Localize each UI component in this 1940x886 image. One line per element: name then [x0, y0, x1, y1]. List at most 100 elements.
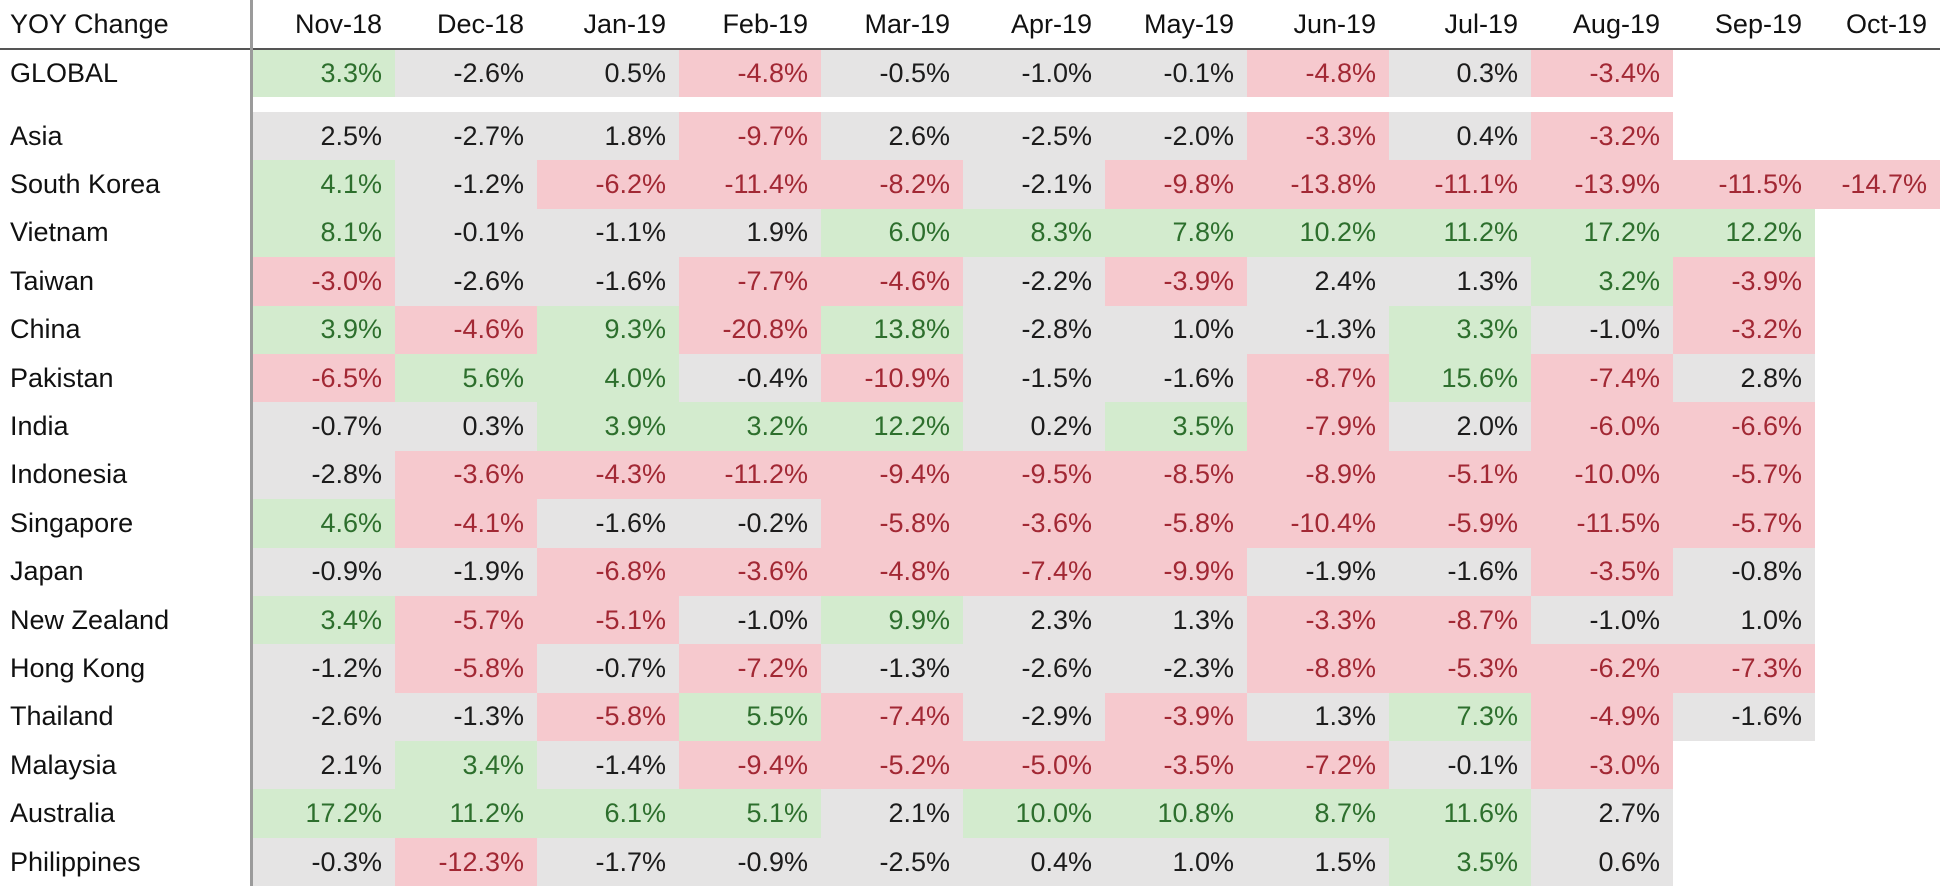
- table-cell[interactable]: 1.0%: [1105, 837, 1247, 886]
- table-cell[interactable]: -3.0%: [253, 257, 395, 306]
- table-cell[interactable]: [1815, 112, 1940, 160]
- table-cell[interactable]: 1.8%: [537, 112, 679, 161]
- column-header[interactable]: Feb-19: [722, 8, 808, 39]
- table-cell[interactable]: 3.4%: [253, 595, 395, 645]
- table-cell[interactable]: -2.5%: [963, 112, 1105, 161]
- table-cell[interactable]: 3.5%: [1389, 837, 1531, 886]
- table-cell[interactable]: -11.5%: [1673, 160, 1815, 209]
- table-cell[interactable]: 5.6%: [395, 353, 537, 403]
- table-cell[interactable]: 0.4%: [1389, 112, 1531, 161]
- table-cell[interactable]: -5.7%: [1673, 450, 1815, 500]
- table-cell[interactable]: -6.6%: [1673, 402, 1815, 451]
- table-cell[interactable]: -7.3%: [1673, 644, 1815, 693]
- table-cell[interactable]: -3.2%: [1673, 305, 1815, 354]
- table-cell[interactable]: 3.9%: [253, 305, 395, 354]
- table-cell[interactable]: -3.9%: [1673, 257, 1815, 306]
- table-cell[interactable]: -1.3%: [1247, 305, 1389, 354]
- table-cell[interactable]: [1815, 741, 1940, 789]
- table-cell[interactable]: 4.1%: [253, 160, 395, 209]
- row-label[interactable]: Japan: [10, 556, 84, 587]
- row-label[interactable]: Philippines: [10, 846, 141, 877]
- table-cell[interactable]: [1815, 596, 1940, 644]
- table-cell[interactable]: -0.4%: [679, 353, 821, 403]
- table-cell[interactable]: -7.9%: [1247, 402, 1389, 451]
- table-cell[interactable]: -5.3%: [1389, 644, 1531, 693]
- table-cell[interactable]: -2.7%: [395, 112, 537, 161]
- table-cell[interactable]: -10.4%: [1247, 499, 1389, 548]
- row-label[interactable]: GLOBAL: [10, 58, 119, 88]
- table-cell[interactable]: -6.8%: [537, 547, 679, 596]
- row-label[interactable]: India: [10, 411, 69, 442]
- table-cell[interactable]: 7.3%: [1389, 692, 1531, 742]
- table-cell[interactable]: 9.3%: [537, 305, 679, 354]
- table-cell[interactable]: -8.7%: [1389, 595, 1531, 645]
- table-cell[interactable]: -9.7%: [679, 112, 821, 161]
- table-cell[interactable]: 6.1%: [537, 789, 679, 838]
- table-cell[interactable]: -1.6%: [1105, 353, 1247, 403]
- table-cell[interactable]: -7.4%: [821, 692, 963, 742]
- table-cell[interactable]: -2.5%: [821, 837, 963, 886]
- table-cell[interactable]: -1.5%: [963, 353, 1105, 403]
- column-header[interactable]: Apr-19: [1010, 8, 1092, 39]
- table-cell[interactable]: 3.5%: [1105, 402, 1247, 451]
- table-cell[interactable]: -1.6%: [1389, 547, 1531, 596]
- table-cell[interactable]: -1.0%: [1531, 305, 1673, 354]
- table-cell[interactable]: -1.2%: [253, 644, 395, 693]
- table-cell[interactable]: 12.2%: [821, 402, 963, 451]
- table-cell[interactable]: 5.1%: [679, 789, 821, 838]
- table-cell[interactable]: 1.3%: [1389, 257, 1531, 306]
- table-cell[interactable]: -5.7%: [1673, 499, 1815, 548]
- table-cell[interactable]: -2.2%: [963, 257, 1105, 306]
- row-label[interactable]: New Zealand: [10, 604, 170, 635]
- table-cell[interactable]: -10.9%: [821, 353, 963, 403]
- table-cell[interactable]: -3.3%: [1247, 112, 1389, 161]
- table-cell[interactable]: -2.8%: [253, 450, 395, 500]
- row-label[interactable]: China: [10, 314, 81, 345]
- table-cell[interactable]: [1673, 789, 1815, 837]
- table-cell[interactable]: [1673, 112, 1815, 160]
- table-cell[interactable]: -0.3%: [253, 837, 395, 886]
- table-cell[interactable]: -11.2%: [679, 450, 821, 500]
- table-cell[interactable]: -5.9%: [1389, 499, 1531, 548]
- table-cell[interactable]: -7.2%: [1247, 741, 1389, 790]
- table-cell[interactable]: -4.1%: [395, 499, 537, 548]
- column-header[interactable]: Sep-19: [1714, 8, 1802, 39]
- table-cell[interactable]: 1.0%: [1105, 305, 1247, 354]
- table-cell[interactable]: 10.8%: [1105, 789, 1247, 838]
- column-header[interactable]: Oct-19: [1845, 8, 1927, 39]
- table-cell[interactable]: 15.6%: [1389, 353, 1531, 403]
- table-cell[interactable]: [1673, 838, 1815, 886]
- table-cell[interactable]: [1815, 306, 1940, 354]
- table-cell[interactable]: -1.9%: [395, 547, 537, 596]
- table-cell[interactable]: 10.2%: [1247, 208, 1389, 258]
- table-cell[interactable]: -7.4%: [1531, 353, 1673, 403]
- table-cell[interactable]: -8.5%: [1105, 450, 1247, 500]
- table-cell[interactable]: -5.1%: [537, 595, 679, 645]
- table-cell[interactable]: -3.4%: [1531, 50, 1673, 97]
- table-cell[interactable]: 11.2%: [1389, 208, 1531, 258]
- table-cell[interactable]: -14.7%: [1815, 160, 1940, 209]
- table-cell[interactable]: -9.4%: [679, 741, 821, 790]
- table-cell[interactable]: 17.2%: [1531, 208, 1673, 258]
- column-header[interactable]: Mar-19: [864, 8, 950, 39]
- table-cell[interactable]: 1.9%: [679, 208, 821, 258]
- table-cell[interactable]: -5.8%: [537, 692, 679, 742]
- table-cell[interactable]: 0.2%: [963, 402, 1105, 451]
- table-cell[interactable]: -3.2%: [1531, 112, 1673, 161]
- table-cell[interactable]: -2.0%: [1105, 112, 1247, 161]
- row-label[interactable]: Pakistan: [10, 362, 114, 393]
- table-cell[interactable]: -5.8%: [1105, 499, 1247, 548]
- table-cell[interactable]: 12.2%: [1673, 208, 1815, 258]
- table-cell[interactable]: -0.9%: [253, 547, 395, 596]
- table-cell[interactable]: 2.4%: [1247, 257, 1389, 306]
- table-cell[interactable]: [1673, 50, 1815, 97]
- row-label[interactable]: South Korea: [10, 169, 161, 200]
- row-label[interactable]: Indonesia: [10, 459, 128, 490]
- table-cell[interactable]: -3.5%: [1531, 547, 1673, 596]
- table-cell[interactable]: -1.0%: [963, 50, 1105, 97]
- table-cell[interactable]: -3.6%: [395, 450, 537, 500]
- table-cell[interactable]: -9.9%: [1105, 547, 1247, 596]
- table-cell[interactable]: -0.7%: [253, 402, 395, 451]
- table-cell[interactable]: -9.4%: [821, 450, 963, 500]
- row-label[interactable]: Asia: [10, 120, 63, 151]
